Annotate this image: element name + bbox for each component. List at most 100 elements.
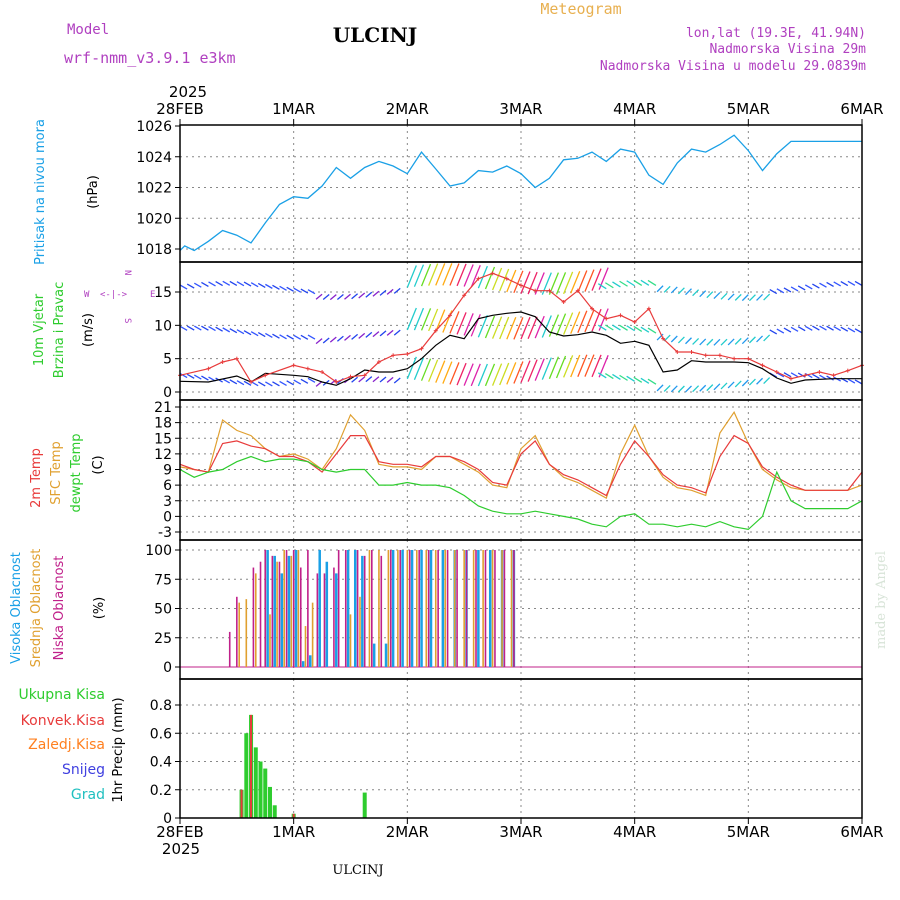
wind-barb (307, 377, 316, 383)
year-label-top: 2025 (169, 83, 207, 101)
wind-barb (626, 325, 636, 332)
wind-barb (790, 372, 799, 378)
wind-barb (265, 332, 273, 339)
wind-barb (520, 271, 531, 294)
wind-barb (413, 307, 425, 331)
time-tick-label-top: 3MAR (499, 100, 542, 118)
wind-barb (612, 373, 621, 380)
wind-barb (756, 377, 764, 385)
wind-barb (699, 338, 707, 346)
wind-barb (322, 337, 330, 344)
wind-barb (826, 375, 834, 381)
wind-barb (484, 363, 496, 387)
wind-barb (470, 264, 481, 288)
t2m-title: 2m Temp (29, 448, 44, 508)
time-tick-label-bottom: 2MAR (386, 823, 429, 841)
y-tick-label: 18 (154, 416, 172, 432)
wind-barb (555, 272, 567, 295)
wind-barb (541, 315, 552, 338)
wind-barb (420, 358, 432, 381)
wind-barb (584, 269, 595, 292)
legend-frozen: Zaledj.Kisa (28, 737, 105, 753)
wind-barbs-group (180, 263, 862, 393)
wind-barb (307, 289, 316, 295)
wind-barb (605, 373, 614, 380)
wind-barb (420, 308, 432, 331)
wind-barb (506, 362, 517, 385)
wind-barb (435, 309, 446, 332)
wind-barb (685, 288, 692, 296)
wind-barb (193, 374, 202, 380)
model-elevation-label: Nadmorska Visina u modelu 29.0839m (600, 59, 866, 74)
wind-barb (741, 337, 749, 345)
precip-total-bar (244, 733, 249, 818)
wind-barb (790, 286, 799, 292)
wind-barb (420, 263, 432, 287)
wind-barb (840, 326, 849, 332)
wind-barb (351, 333, 359, 340)
y-tick-label: 0.6 (150, 726, 172, 742)
model-label: Model (67, 22, 109, 38)
y-tick-label: 50 (154, 602, 172, 618)
wind-barb (748, 336, 756, 344)
wind-barb (286, 286, 294, 292)
compass-arrows: <-|-> (100, 290, 128, 300)
wind-barb (477, 363, 488, 387)
wind-barb (692, 289, 700, 297)
wind-barb (201, 281, 209, 288)
wind-barb (265, 283, 273, 289)
wind-barb (692, 337, 700, 345)
wind-barb (826, 325, 834, 331)
wind-barb (186, 325, 195, 331)
wind-barb (279, 380, 287, 386)
wind-barb (506, 317, 517, 340)
wind-barb (741, 379, 749, 387)
wind-barb (243, 380, 252, 386)
wind-barb (406, 307, 417, 331)
wind-barb (442, 361, 453, 384)
wind-barb (713, 383, 721, 391)
wind-barb (748, 294, 756, 302)
wind-barb (756, 335, 764, 343)
y-tick-label: -3 (158, 525, 172, 541)
time-tick-label-bottom: 3MAR (499, 823, 542, 841)
time-tick-label-bottom: 1MAR (272, 823, 315, 841)
wind-barb (776, 288, 785, 294)
y-tick-label: 100 (145, 543, 172, 559)
wind-barb (647, 378, 657, 385)
wind-barb (570, 311, 581, 334)
y-tick-label: 3 (163, 494, 172, 510)
wind-barb (322, 294, 330, 301)
wind-barb (677, 287, 685, 295)
lonlat-label: lon,lat (19.3E, 41.94N) (686, 26, 866, 41)
grid-layer (180, 125, 862, 818)
wind-barb (272, 333, 280, 339)
wind-barb (663, 384, 671, 392)
wind-barb (563, 355, 574, 378)
wind-barb (699, 384, 707, 392)
wind-barb (386, 376, 394, 383)
wind-barb (605, 282, 614, 289)
y-tick-label: 21 (154, 400, 172, 416)
elevation-label: Nadmorska Visina 29m (709, 42, 866, 57)
station-title: ULCINJ (333, 23, 418, 47)
wind-barb (265, 381, 273, 387)
wind-barb (428, 263, 439, 286)
wind-barb (591, 268, 602, 291)
wind-barb (300, 378, 309, 384)
wind-barb (456, 362, 467, 386)
wind-barb (315, 338, 323, 345)
wind-barb (222, 280, 231, 286)
time-ticks-bottom: 28FEB 1MAR 2MAR 3MAR 4MAR 5MAR 6MAR (156, 818, 884, 841)
wind-barb (706, 338, 714, 346)
panel-frame (179, 261, 863, 401)
wind-barb (358, 332, 366, 339)
wind-barb (257, 282, 266, 289)
wind-barb (329, 294, 337, 301)
wind-barb (491, 316, 503, 339)
wind-unit: (m/s) (81, 313, 96, 347)
wind-barb (435, 263, 446, 286)
time-ticks-top: 28FEB 1MAR 2MAR 3MAR 4MAR 5MAR 6MAR (156, 100, 884, 125)
wind-barb (372, 331, 380, 338)
wind-barb (656, 285, 664, 293)
